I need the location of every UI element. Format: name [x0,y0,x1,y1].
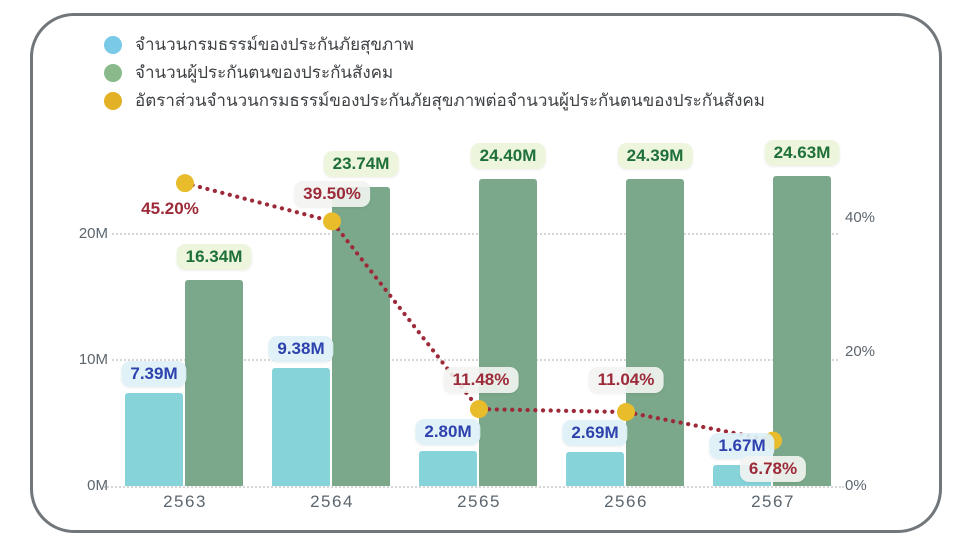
x-axis-label-2565: 2565 [457,492,501,511]
legend-label-social-insured: จำนวนผู้ประกันตนของประกันสังคม [135,63,394,82]
y-right-tick-40%: 40% [845,209,876,226]
bar-social-insured-2564[interactable] [332,186,390,486]
data-label-health-2563: 7.39M [121,360,187,387]
bar-social-insured-2565[interactable] [479,178,537,486]
x-axis-label-2563: 2563 [163,492,207,511]
data-label-ratio-2567: 6.78% [739,455,807,482]
y-right-tick-0%: 0% [845,477,867,494]
y-left-tick-20M: 20M [78,225,108,242]
data-label-health-2566: 2.69M [562,420,628,447]
data-label-social-2566: 24.39M [617,142,693,169]
legend-item-ratio[interactable]: อัตราส่วนจำนวนกรมธรรม์ของประกันภัยสุขภาพ… [104,90,765,111]
data-label-social-2564: 23.74M [323,150,399,177]
legend-item-health-policies[interactable]: จำนวนกรมธรรม์ของประกันภัยสุขภาพ [104,34,765,55]
data-label-social-2563: 16.34M [176,244,252,271]
legend-dot-health-icon [104,35,122,54]
data-label-health-2565: 2.80M [415,418,481,445]
y-left-tick-0M: 0M [87,477,108,494]
legend-item-social-insured[interactable]: จำนวนผู้ประกันตนของประกันสังคม [104,62,765,83]
legend-dot-social-icon [104,63,122,82]
x-axis-label-2566: 2566 [604,492,648,511]
x-axis-label-2567: 2567 [751,492,795,511]
bar-health-policies-2566[interactable] [566,452,624,486]
data-label-health-2567: 1.67M [709,432,775,459]
bar-social-insured-2563[interactable] [185,280,243,486]
bar-health-policies-2563[interactable] [125,392,183,486]
data-label-ratio-2563: 45.20% [141,199,199,219]
bar-social-insured-2566[interactable] [626,178,684,486]
bar-health-policies-2564[interactable] [272,367,330,486]
x-axis-baseline [104,486,844,488]
ratio-marker-2566[interactable] [617,403,635,422]
ratio-marker-2564[interactable] [323,212,341,231]
legend-dot-ratio-icon [104,91,122,110]
legend-label-ratio: อัตราส่วนจำนวนกรมธรรม์ของประกันภัยสุขภาพ… [135,91,765,110]
bar-social-insured-2567[interactable] [773,175,831,486]
ratio-marker-2565[interactable] [470,400,488,419]
ratio-marker-2563[interactable] [176,174,194,193]
legend-label-health-policies: จำนวนกรมธรรม์ของประกันภัยสุขภาพ [135,35,414,54]
data-label-ratio-2566: 11.04% [588,367,664,394]
data-label-ratio-2565: 11.48% [443,367,519,394]
data-label-ratio-2564: 39.50% [294,181,370,208]
gridline-20M [112,233,838,235]
data-label-social-2567: 24.63M [764,139,840,166]
x-axis-label-2564: 2564 [310,492,354,511]
bar-health-policies-2565[interactable] [419,450,477,486]
data-label-social-2565: 24.40M [470,142,546,169]
y-left-tick-10M: 10M [78,351,108,368]
y-right-tick-20%: 20% [845,343,876,360]
data-label-health-2564: 9.38M [268,335,334,362]
chart-legend: จำนวนกรมธรรม์ของประกันภัยสุขภาพ จำนวนผู้… [104,34,765,111]
